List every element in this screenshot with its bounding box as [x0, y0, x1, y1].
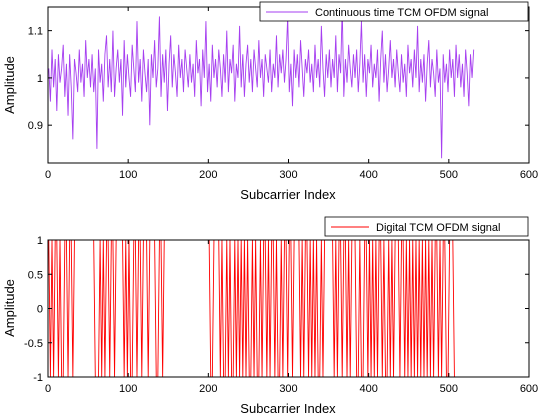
x-axis-label: Subcarrier Index	[240, 187, 336, 202]
series-line-0	[48, 6, 475, 159]
y-axis-label: Amplitude	[2, 56, 17, 114]
x-tick-label: 200	[199, 169, 217, 181]
y-tick-label: 0	[37, 304, 43, 316]
digital-signal-plot: 0 100 200 300 400 500 600 -1 -0.5 0 0.5 1 Subcarrie…	[2, 216, 538, 416]
legend-box	[259, 1, 529, 22]
x-axis-label: Subcarrier Index	[240, 401, 336, 416]
y-axis-label: Amplitude	[2, 279, 17, 337]
legend: Continuous time TCM OFDM signal	[259, 1, 529, 22]
x-tick-label: 600	[520, 383, 538, 395]
legend: Digital TCM OFDM signal	[324, 216, 529, 237]
x-tick-label: 500	[440, 383, 458, 395]
y-tick-label: -1	[33, 372, 43, 384]
y-tick-label: 0.9	[28, 120, 43, 132]
x-tick-label: 300	[279, 169, 297, 181]
x-tick-label: 100	[119, 383, 137, 395]
x-tick-label: 500	[440, 169, 458, 181]
x-tick-label: 400	[359, 383, 377, 395]
y-tick-label: 1.1	[28, 26, 43, 38]
x-tick-label: 600	[520, 169, 538, 181]
ticks-layer: 0 100 200 300 400 500 600 0.9 1 1.1	[28, 7, 538, 181]
legend-box	[324, 216, 529, 237]
legend-label: Digital TCM OFDM signal	[376, 222, 501, 234]
y-tick-label: 1	[37, 73, 43, 85]
continuous-signal-plot: 0 100 200 300 400 500 600 0.9 1 1.1 Subcarrier In…	[2, 1, 538, 202]
x-tick-label: 0	[45, 169, 51, 181]
legend-label: Continuous time TCM OFDM signal	[315, 7, 488, 19]
series-layer	[48, 6, 475, 159]
x-tick-label: 0	[45, 383, 51, 395]
plot-area	[48, 7, 529, 163]
x-tick-label: 200	[199, 383, 217, 395]
y-tick-label: 1	[37, 235, 43, 247]
y-tick-label: 0.5	[28, 269, 43, 281]
x-tick-label: 100	[119, 169, 137, 181]
y-tick-label: -0.5	[24, 338, 43, 350]
ticks-layer: 0 100 200 300 400 500 600 -1 -0.5 0 0.5 1	[24, 235, 538, 395]
x-tick-label: 400	[359, 169, 377, 181]
x-tick-label: 300	[279, 383, 297, 395]
